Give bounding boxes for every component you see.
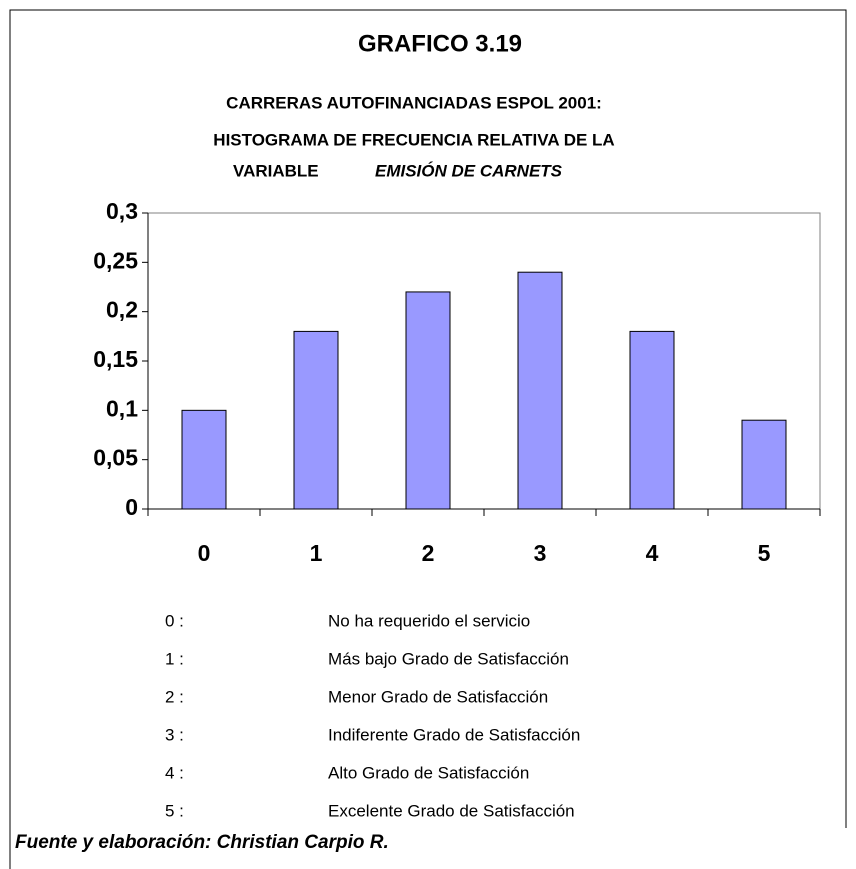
y-tick-label: 0,1 — [106, 395, 138, 421]
y-tick-label: 0,2 — [106, 297, 138, 323]
x-tick-label: 1 — [310, 540, 323, 566]
subtitle: VARIABLE — [233, 161, 319, 180]
plot-frame — [148, 212, 821, 509]
legend-code: 4 : — [165, 763, 184, 782]
y-tick-label: 0,25 — [93, 247, 138, 273]
frame — [9, 9, 847, 869]
y-tick-label: 0,3 — [106, 198, 138, 224]
legend-code: 5 : — [165, 801, 184, 820]
legend-code: 2 : — [165, 687, 184, 706]
x-tick-label: 3 — [534, 540, 547, 566]
source: Fuente y elaboración: Christian Carpio R… — [15, 832, 389, 853]
bar — [741, 419, 787, 510]
chart-title: GRAFICO 3.19 — [358, 30, 522, 57]
legend-text: Excelente Grado de Satisfacción — [328, 801, 575, 820]
legend-text: Alto Grado de Satisfacción — [328, 763, 529, 782]
legend-text: Indiferente Grado de Satisfacción — [328, 725, 580, 744]
legend-code: 1 : — [165, 649, 184, 668]
subtitle: EMISIÓN DE CARNETS — [375, 161, 563, 180]
x-tick-label: 5 — [758, 540, 771, 566]
legend-text: Menor Grado de Satisfacción — [328, 687, 548, 706]
bar — [181, 409, 227, 510]
legend-text: No ha requerido el servicio — [328, 611, 530, 630]
legend-text: Más bajo Grado de Satisfacción — [328, 649, 569, 668]
legend-code: 0 : — [165, 611, 184, 630]
bar — [517, 271, 563, 510]
x-tick-label: 2 — [422, 540, 435, 566]
y-tick-label: 0,15 — [93, 346, 138, 372]
legend-code: 3 : — [165, 725, 184, 744]
subtitle: HISTOGRAMA DE FRECUENCIA RELATIVA DE LA — [213, 130, 614, 149]
x-tick-label: 0 — [198, 540, 211, 566]
bar — [629, 330, 675, 510]
y-tick-label: 0,05 — [93, 445, 138, 471]
bar — [405, 291, 451, 510]
x-tick-label: 4 — [646, 540, 659, 566]
bar — [293, 330, 339, 510]
subtitle: CARRERAS AUTOFINANCIADAS ESPOL 2001: — [226, 93, 602, 112]
y-tick-label: 0 — [125, 494, 138, 520]
